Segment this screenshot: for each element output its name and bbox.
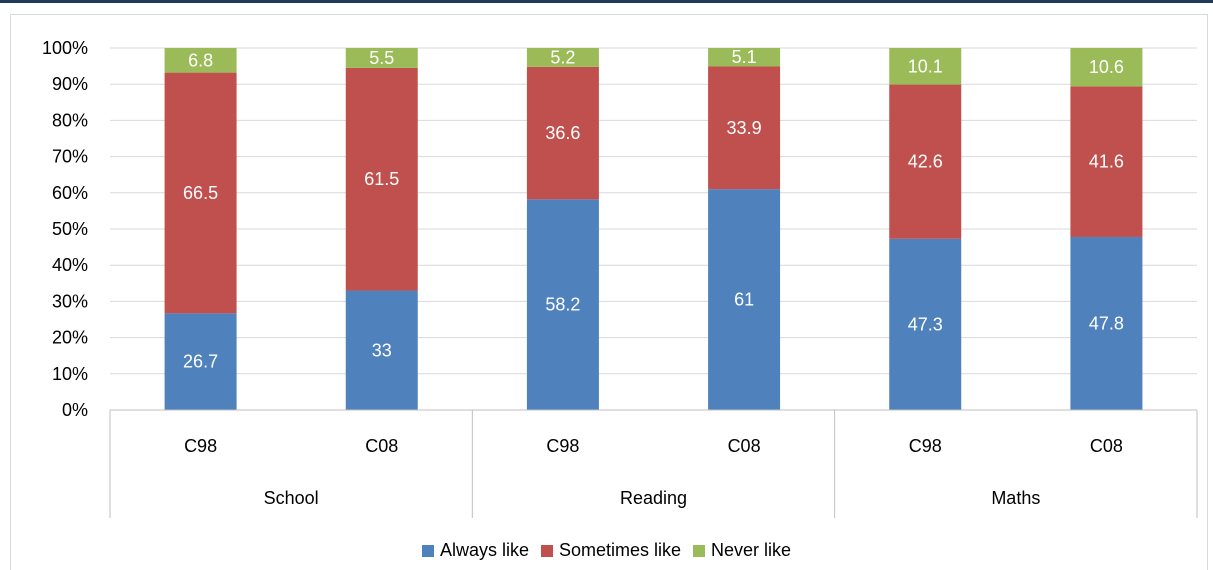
y-tick-label: 40% — [52, 255, 88, 275]
y-tick-label: 100% — [42, 38, 88, 58]
bar-segment — [526, 66, 599, 200]
data-label: 41.6 — [1089, 152, 1124, 172]
bar-segment — [526, 199, 599, 410]
bar-segment — [889, 238, 962, 410]
bar-segment — [345, 67, 418, 291]
data-label: 10.6 — [1089, 57, 1124, 77]
bar-segment — [164, 48, 237, 73]
bar-segment — [345, 290, 418, 410]
data-label: 47.8 — [1089, 313, 1124, 333]
bar-segment — [345, 48, 418, 68]
y-tick-label: 80% — [52, 110, 88, 130]
y-tick-label: 0% — [62, 400, 88, 420]
group-label: Reading — [620, 488, 687, 508]
data-label: 33 — [372, 340, 392, 360]
y-tick-label: 30% — [52, 291, 88, 311]
bar-segment — [708, 189, 781, 410]
bar-segment — [164, 72, 237, 314]
data-label: 61 — [734, 290, 754, 310]
bar-segment — [1070, 48, 1143, 87]
data-label: 26.7 — [183, 352, 218, 372]
legend-swatch — [693, 544, 706, 557]
y-tick-label: 60% — [52, 183, 88, 203]
bar-segment — [1070, 236, 1143, 410]
data-label: 5.2 — [550, 47, 575, 67]
legend-item: Sometimes like — [540, 540, 682, 561]
stacked-bar-chart: 0% 10% 20% 30% 40% 50% 60% 70% 80% 90% 100% 26.7 66… — [42, 38, 1198, 518]
bar-segment — [164, 313, 237, 410]
category-label: C08 — [1090, 436, 1123, 456]
category-label: C98 — [909, 436, 942, 456]
bar-segment — [708, 48, 781, 67]
y-tick-label: 50% — [52, 219, 88, 239]
legend-label: Sometimes like — [558, 540, 682, 560]
y-tick-label: 70% — [52, 147, 88, 167]
y-tick-label: 90% — [52, 74, 88, 94]
legend-label: Never like — [711, 540, 792, 560]
category-label: C98 — [184, 436, 217, 456]
data-label: 36.6 — [545, 123, 580, 143]
legend-swatch — [540, 544, 553, 557]
category-label: C98 — [546, 436, 579, 456]
bar-segment — [708, 66, 781, 190]
bars: 26.7 66.5 6.8 33 61.5 5.5 58.2 36.6 5.2 61 33.9 5.1… — [164, 47, 1143, 410]
bar-segment — [1070, 86, 1143, 237]
data-label: 6.8 — [188, 50, 213, 70]
gridlines — [110, 47, 1197, 411]
y-axis: 0% 10% 20% 30% 40% 50% 60% 70% 80% 90% 100% — [42, 38, 88, 420]
bar-segment — [889, 84, 962, 239]
data-label: 58.2 — [545, 295, 580, 315]
category-label: C08 — [728, 436, 761, 456]
data-label: 61.5 — [364, 169, 399, 189]
data-label: 42.6 — [908, 152, 943, 172]
top-rule — [0, 0, 1213, 3]
chart-frame — [10, 14, 1208, 570]
y-tick-label: 20% — [52, 328, 88, 348]
data-label: 5.1 — [732, 47, 757, 67]
group-label: Maths — [991, 488, 1040, 508]
bar-segment — [889, 48, 962, 85]
data-label: 47.3 — [908, 314, 943, 334]
x-axis: C98 C08 School C98 C08 Reading C98 C08 Maths — [109, 409, 1198, 518]
data-label: 33.9 — [727, 118, 762, 138]
data-label: 5.5 — [369, 48, 394, 68]
legend-item: Always like — [421, 540, 529, 561]
data-label: 10.1 — [908, 56, 943, 76]
group-label: School — [264, 488, 319, 508]
data-label: 66.5 — [183, 183, 218, 203]
y-tick-label: 10% — [52, 364, 88, 384]
bar-segment — [526, 48, 599, 67]
category-label: C08 — [365, 436, 398, 456]
legend: Always like Sometimes like Never like — [0, 540, 1213, 562]
legend-label: Always like — [439, 540, 529, 560]
legend-item: Never like — [693, 540, 791, 561]
legend-swatch — [421, 544, 434, 557]
